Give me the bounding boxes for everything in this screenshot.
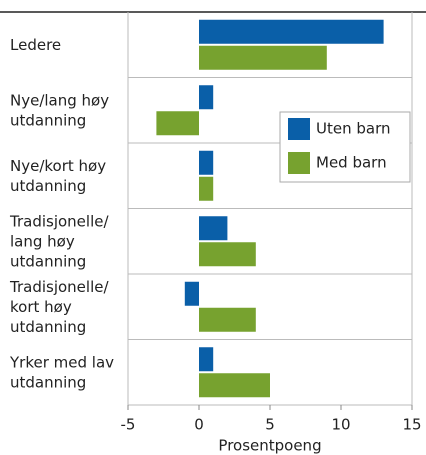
y-tick-label: Ledere: [10, 35, 61, 53]
legend-swatch: [288, 118, 310, 140]
bar: [156, 111, 199, 136]
y-tick-label: Nye/lang høy utdanning: [10, 91, 109, 129]
x-axis-label: Prosentpoeng: [218, 437, 321, 455]
bar: [199, 19, 384, 44]
y-tick-label: Tradisjonelle/kort høy utdanning: [9, 277, 109, 335]
bar: [199, 242, 256, 267]
x-tick-label: -5: [121, 416, 136, 434]
y-tick-label: Yrker med lav utdanning: [9, 353, 114, 391]
x-tick-label: 5: [265, 416, 275, 434]
bar: [199, 45, 327, 70]
bar: [199, 176, 214, 201]
bar: [199, 307, 256, 332]
y-tick-label: Nye/kort høy utdanning: [10, 156, 106, 194]
legend-label: Med barn: [316, 154, 387, 172]
bar: [199, 347, 214, 372]
x-tick-label: 15: [402, 416, 421, 434]
bar: [199, 373, 270, 398]
bar: [184, 281, 199, 306]
bar: [199, 216, 228, 241]
legend-swatch: [288, 152, 310, 174]
legend-label: Uten barn: [316, 120, 391, 138]
bar: [199, 150, 214, 175]
x-tick-label: 0: [194, 416, 204, 434]
x-tick-label: 10: [331, 416, 350, 434]
y-tick-label: Tradisjonelle/lang høy utdanning: [9, 212, 109, 270]
bar: [199, 85, 214, 110]
